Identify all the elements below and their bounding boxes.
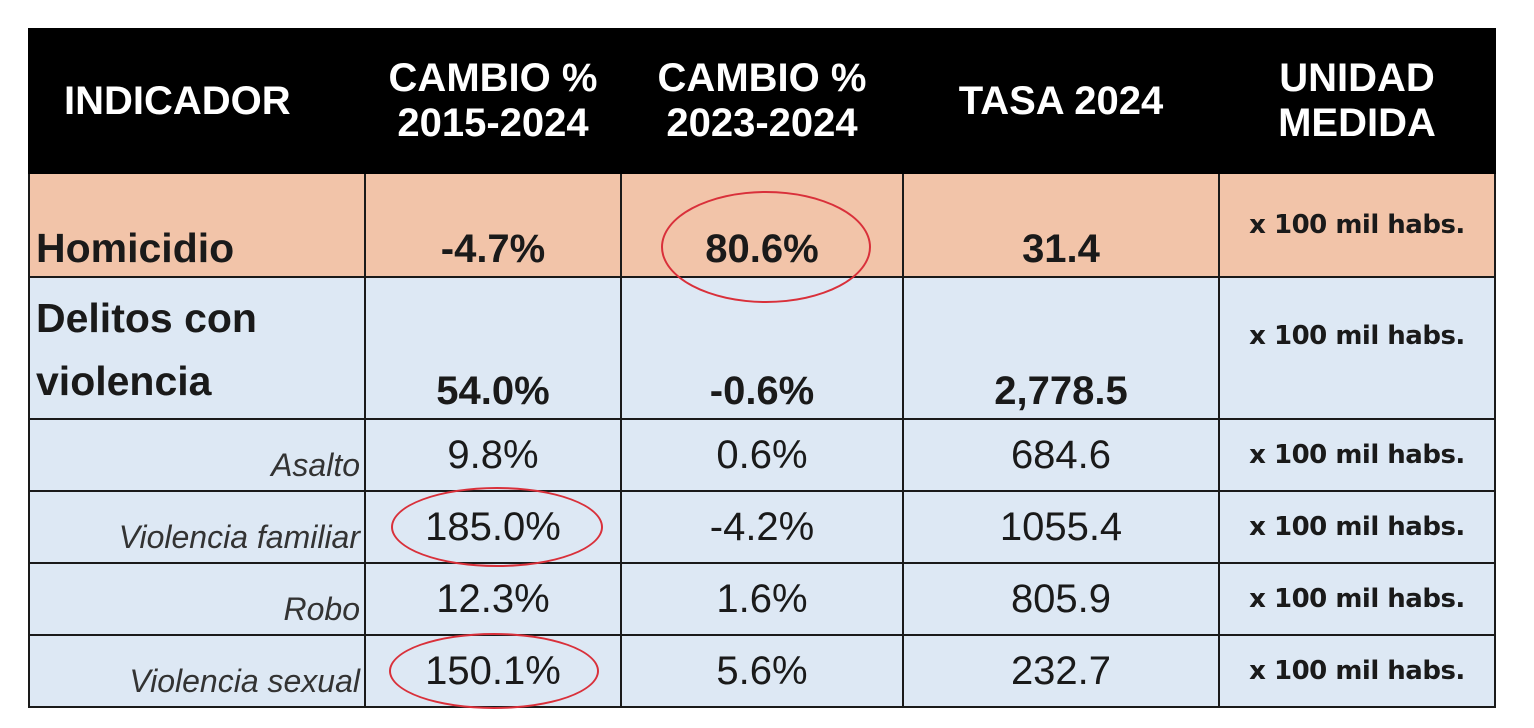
unidad-cell: x 100 mil habs. xyxy=(1218,418,1496,492)
cambio-2023-2024-cell: 80.6% xyxy=(620,172,904,303)
unidad-cell: x 100 mil habs. xyxy=(1218,562,1496,636)
unidad-cell: x 100 mil habs. xyxy=(1218,276,1496,420)
indicador-cell: Homicidio xyxy=(28,172,366,278)
cambio-2015-2024-cell: 9.8% xyxy=(364,418,622,492)
cambio-2015-2024-cell: 12.3% xyxy=(364,562,622,636)
cambio-2015-2024-cell: 54.0% xyxy=(364,276,622,420)
tasa-2024-cell: 2,778.5 xyxy=(902,276,1220,420)
unidad-cell: x 100 mil habs. xyxy=(1218,172,1496,278)
highlighted-value: 185.0% xyxy=(391,486,604,567)
value-text: 150.1% xyxy=(425,648,561,693)
tasa-2024-cell: 684.6 xyxy=(902,418,1220,492)
unidad-cell: x 100 mil habs. xyxy=(1218,490,1496,564)
table-row-homicidio: Homicidio -4.7% 80.6% 31.4 x 100 mil hab… xyxy=(28,172,1496,303)
header-cambio-2023-2024: CAMBIO % 2023-2024 xyxy=(620,28,904,174)
value-text: 80.6% xyxy=(705,227,819,271)
tasa-2024-cell: 805.9 xyxy=(902,562,1220,636)
cambio-2023-2024-cell: 1.6% xyxy=(620,562,904,636)
cambio-2015-2024-cell: 185.0% xyxy=(364,486,622,567)
crime-indicators-table: INDICADOR CAMBIO % 2015-2024 CAMBIO % 20… xyxy=(28,28,1496,709)
cambio-2023-2024-cell: -0.6% xyxy=(620,276,904,420)
cambio-2023-2024-cell: -4.2% xyxy=(620,490,904,564)
header-indicador: INDICADOR xyxy=(28,28,366,174)
indicador-cell: Violencia familiar xyxy=(28,490,366,564)
cambio-2015-2024-cell: -4.7% xyxy=(364,172,622,278)
table-header-row: INDICADOR CAMBIO % 2015-2024 CAMBIO % 20… xyxy=(28,28,1496,174)
cambio-2023-2024-cell: 0.6% xyxy=(620,418,904,492)
header-tasa-2024: TASA 2024 xyxy=(902,28,1220,174)
indicador-cell: Violencia sexual xyxy=(28,634,366,708)
highlighted-value: 150.1% xyxy=(389,632,600,709)
tasa-2024-cell: 31.4 xyxy=(902,172,1220,278)
value-text: 185.0% xyxy=(425,504,561,549)
cambio-2023-2024-cell: 5.6% xyxy=(620,634,904,708)
indicador-cell: Asalto xyxy=(28,418,366,492)
header-unidad-medida: UNIDAD MEDIDA xyxy=(1218,28,1496,174)
header-cambio-2015-2024: CAMBIO % 2015-2024 xyxy=(364,28,622,174)
indicador-cell: Delitos con violencia xyxy=(28,276,366,420)
cambio-2015-2024-cell: 150.1% xyxy=(364,632,622,709)
table-row-delitos-con-violencia: Delitos con violencia 54.0% -0.6% 2,778.… xyxy=(28,276,1496,420)
highlighted-value: 80.6% xyxy=(661,191,872,303)
table-row-violencia-familiar: Violencia familiar 185.0% -4.2% 1055.4 x… xyxy=(28,486,1496,567)
table-row-asalto: Asalto 9.8% 0.6% 684.6 x 100 mil habs. xyxy=(28,418,1496,492)
unidad-cell: x 100 mil habs. xyxy=(1218,634,1496,708)
tasa-2024-cell: 232.7 xyxy=(902,634,1220,708)
tasa-2024-cell: 1055.4 xyxy=(902,490,1220,564)
table-row-robo: Robo 12.3% 1.6% 805.9 x 100 mil habs. xyxy=(28,562,1496,636)
table-row-violencia-sexual: Violencia sexual 150.1% 5.6% 232.7 x 100… xyxy=(28,632,1496,709)
indicador-cell: Robo xyxy=(28,562,366,636)
